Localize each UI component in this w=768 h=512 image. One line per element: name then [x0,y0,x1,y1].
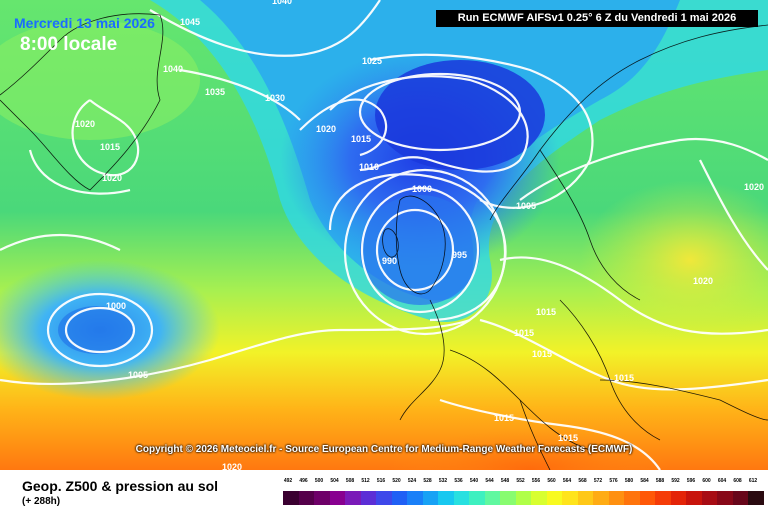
pressure-label: 1020 [316,124,336,134]
scale-tick-label: 608 [733,478,742,484]
scale-swatch [314,491,330,505]
scale-tick-label: 564 [562,478,572,484]
scale-swatch [686,491,702,505]
scale-tick-label: 548 [500,478,510,484]
scale-swatch [407,491,423,505]
scale-tick-label: 536 [454,478,463,484]
scale-swatch [469,491,485,505]
weather-map: 1045 1040 1040 1035 1030 1025 1020 1015 … [0,0,768,470]
scale-swatch [546,491,562,505]
legend-bar: Geop. Z500 & pression au sol (+ 288h) 49… [0,470,768,512]
scale-tick-label: 516 [376,478,386,484]
scale-swatch [484,491,500,505]
scale-tick-label: 512 [361,478,370,484]
scale-tick-label: 544 [485,478,494,484]
scale-tick-label: 528 [423,478,432,484]
pressure-label: 1020 [75,119,95,129]
scale-swatch [376,491,392,505]
scale-tick-label: 572 [593,478,603,484]
scale-tick-label: 552 [516,478,525,484]
pressure-label: 1025 [362,56,382,66]
scale-tick-label: 496 [299,478,308,484]
scale-tick-label: 504 [330,478,339,484]
scale-swatch [593,491,609,505]
pressure-label: 1020 [744,182,764,192]
run-info: Run ECMWF AIFSv1 0.25° 6 Z du Vendredi 1… [436,10,758,27]
scale-swatch [655,491,671,505]
scale-swatch [531,491,547,505]
pressure-label: 1015 [514,328,534,338]
scale-tick-label: 520 [392,478,401,484]
scale-tick-label: 592 [671,478,680,484]
scale-swatch [562,491,578,505]
scale-tick-label: 604 [717,478,727,484]
scale-swatch [732,491,748,505]
pressure-label: 1015 [558,433,578,443]
scale-tick-label: 508 [345,478,355,484]
pressure-label: 1005 [128,370,148,380]
scale-tick-label: 576 [609,478,618,484]
pressure-label: 1010 [359,162,379,172]
scale-swatch [422,491,438,505]
scale-tick-label: 600 [702,478,711,484]
pressure-label: 1020 [102,173,122,183]
scale-swatch [624,491,640,505]
pressure-label: 1015 [100,142,120,152]
pressure-label: 1040 [272,0,292,6]
pressure-label: 1015 [614,373,634,383]
pressure-label: 1030 [265,93,285,103]
scale-swatch [577,491,593,505]
scale-tick-label: 492 [283,478,293,484]
pressure-label: 1005 [516,201,536,211]
pressure-label: 1015 [532,349,552,359]
pressure-label: 1015 [494,413,514,423]
map-title: Geop. Z500 & pression au sol [22,478,219,494]
scale-tick-label: 560 [547,478,556,484]
pressure-label: 995 [452,250,467,260]
pressure-label: 1015 [351,134,371,144]
forecast-time: 8:00 locale [20,34,118,55]
scale-tick-label: 556 [531,478,541,484]
scale-swatch [283,491,299,505]
scale-swatch [608,491,624,505]
scale-swatch [453,491,469,505]
pressure-label: 1035 [205,87,225,97]
scale-swatch [391,491,407,505]
scale-tick-label: 580 [624,478,634,484]
scale-tick-label: 584 [640,478,649,484]
scale-tick-label: 612 [748,478,758,484]
pressure-label: 1020 [222,462,242,470]
pressure-label: 1000 [412,184,432,194]
scale-tick-label: 568 [578,478,587,484]
scale-tick-label: 532 [438,478,448,484]
pressure-label: 1045 [180,17,200,27]
scale-swatch [360,491,376,505]
map-svg: 1045 1040 1040 1035 1030 1025 1020 1015 … [0,0,768,470]
scale-tick-label: 500 [314,478,324,484]
scale-tick-label: 540 [469,478,479,484]
pressure-label: 990 [382,256,397,266]
pressure-label: 1015 [536,307,556,317]
scale-swatch [717,491,733,505]
scale-tick-label: 596 [686,478,696,484]
scale-tick-label: 524 [407,478,417,484]
map-subtitle: (+ 288h) [22,496,61,507]
scale-swatch [748,491,764,505]
scale-swatch [329,491,345,505]
scale-swatch [345,491,361,505]
scale-swatch [701,491,717,505]
pressure-label: 1040 [163,64,183,74]
scale-swatch [500,491,516,505]
forecast-date: Mercredi 13 mai 2026 [14,15,155,31]
scale-tick-label: 588 [655,478,665,484]
copyright-text: Copyright © 2026 Meteociel.fr - Source E… [135,444,633,455]
scale-swatch [438,491,454,505]
scale-swatch [298,491,314,505]
pressure-label: 1000 [106,301,126,311]
scale-swatch [515,491,531,505]
scale-swatch [670,491,686,505]
scale-swatch [639,491,655,505]
pressure-label: 1020 [693,276,713,286]
